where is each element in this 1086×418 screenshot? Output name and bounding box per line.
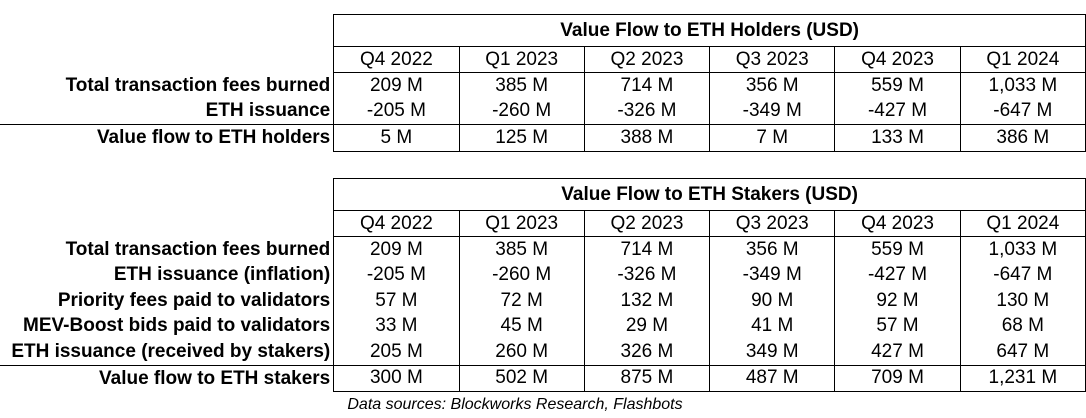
table-cell: 90 M bbox=[709, 288, 836, 314]
table-cell: 7 M bbox=[709, 124, 836, 152]
quarter-header: Q2 2023 bbox=[583, 46, 711, 73]
row-label: ETH issuance (inflation) bbox=[113, 264, 331, 286]
table-cell: 1,231 M bbox=[959, 364, 1086, 392]
table-cell: 647 M bbox=[959, 339, 1086, 365]
stakers-value-flow-table: Value Flow to ETH Stakers (USD) Q4 2022 … bbox=[0, 178, 1086, 392]
table-cell: 260 M bbox=[458, 339, 585, 365]
table-row: Total transaction fees burned 209 M 385 … bbox=[0, 236, 1086, 263]
table-cell: 349 M bbox=[709, 339, 836, 365]
table-cell: 72 M bbox=[458, 288, 585, 314]
table-cell: 559 M bbox=[834, 236, 961, 263]
table-cell: 559 M bbox=[834, 72, 961, 99]
quarter-header: Q2 2023 bbox=[583, 210, 711, 237]
table-cell: 326 M bbox=[583, 339, 711, 365]
table-cell: 1,033 M bbox=[959, 236, 1086, 263]
table-cell: -349 M bbox=[709, 98, 836, 125]
table-cell: 125 M bbox=[458, 124, 585, 152]
table-cell: 130 M bbox=[959, 288, 1086, 314]
table-row: ETH issuance (received by stakers) 205 M… bbox=[0, 339, 1086, 365]
holders-table-title: Value Flow to ETH Holders (USD) bbox=[333, 14, 1086, 47]
table-cell: 356 M bbox=[709, 236, 836, 263]
table-cell: 385 M bbox=[458, 236, 585, 263]
table-cell: -326 M bbox=[583, 262, 711, 288]
table-cell: -427 M bbox=[834, 262, 961, 288]
table-cell: 45 M bbox=[458, 313, 585, 339]
table-cell: 386 M bbox=[959, 124, 1086, 152]
table-cell: -326 M bbox=[583, 98, 711, 125]
table-cell: 68 M bbox=[959, 313, 1086, 339]
table-cell: 209 M bbox=[333, 72, 460, 99]
table-cell: 356 M bbox=[709, 72, 836, 99]
table-cell: 205 M bbox=[333, 339, 460, 365]
table-cell: 502 M bbox=[458, 364, 585, 392]
quarter-header: Q3 2023 bbox=[709, 210, 836, 237]
holders-value-flow-table: Value Flow to ETH Holders (USD) Q4 2022 … bbox=[0, 14, 1086, 152]
quarter-header: Q4 2023 bbox=[834, 210, 961, 237]
table-row: MEV-Boost bids paid to validators 33 M 4… bbox=[0, 313, 1086, 339]
table-cell: -260 M bbox=[458, 98, 585, 125]
row-label: Total transaction fees burned bbox=[65, 74, 331, 96]
quarter-header: Q1 2023 bbox=[458, 210, 585, 237]
total-row: Value flow to ETH holders 5 M 125 M 388 … bbox=[0, 124, 1086, 152]
total-label: Value flow to ETH stakers bbox=[0, 364, 334, 392]
row-label: ETH issuance (received by stakers) bbox=[11, 340, 331, 362]
table-cell: 92 M bbox=[834, 288, 961, 314]
table-cell: 709 M bbox=[834, 364, 961, 392]
quarter-header: Q1 2024 bbox=[959, 46, 1086, 73]
row-label: MEV-Boost bids paid to validators bbox=[23, 315, 331, 337]
quarter-header: Q4 2022 bbox=[333, 46, 460, 73]
table-row: ETH issuance -205 M -260 M -326 M -349 M… bbox=[0, 98, 1086, 125]
quarter-header: Q1 2023 bbox=[458, 46, 585, 73]
table-cell: 487 M bbox=[709, 364, 836, 392]
table-cell: 875 M bbox=[583, 364, 711, 392]
table-cell: 57 M bbox=[834, 313, 961, 339]
table-cell: 57 M bbox=[333, 288, 460, 314]
row-label: Priority fees paid to validators bbox=[57, 289, 331, 311]
table-cell: 33 M bbox=[333, 313, 460, 339]
table-cell: 385 M bbox=[458, 72, 585, 99]
table-cell: 5 M bbox=[333, 124, 460, 152]
table-cell: 714 M bbox=[583, 72, 711, 99]
quarter-header: Q1 2024 bbox=[959, 210, 1086, 237]
table-cell: 714 M bbox=[583, 236, 711, 263]
table-cell: -205 M bbox=[333, 262, 460, 288]
table-cell: 209 M bbox=[333, 236, 460, 263]
table-cell: 41 M bbox=[709, 313, 836, 339]
table-cell: -647 M bbox=[959, 262, 1086, 288]
data-source-note: Data sources: Blockworks Research, Flash… bbox=[347, 396, 683, 413]
stakers-table-title: Value Flow to ETH Stakers (USD) bbox=[333, 178, 1086, 211]
table-row: ETH issuance (inflation) -205 M -260 M -… bbox=[0, 262, 1086, 288]
quarter-header: Q4 2022 bbox=[333, 210, 460, 237]
total-label: Value flow to ETH holders bbox=[0, 124, 334, 151]
table-cell: -427 M bbox=[834, 98, 961, 125]
table-cell: 1,033 M bbox=[959, 72, 1086, 99]
table-cell: 29 M bbox=[583, 313, 711, 339]
row-label: Total transaction fees burned bbox=[65, 238, 331, 260]
table-cell: -205 M bbox=[333, 98, 460, 125]
row-label: ETH issuance bbox=[205, 100, 331, 122]
table-cell: -349 M bbox=[709, 262, 836, 288]
table-cell: 132 M bbox=[583, 288, 711, 314]
table-row: Priority fees paid to validators 57 M 72… bbox=[0, 288, 1086, 314]
total-row: Value flow to ETH stakers 300 M 502 M 87… bbox=[0, 364, 1086, 392]
table-cell: 300 M bbox=[333, 364, 460, 392]
quarter-header: Q3 2023 bbox=[709, 46, 836, 73]
table-cell: 427 M bbox=[834, 339, 961, 365]
table-cell: 133 M bbox=[834, 124, 961, 152]
table-cell: -647 M bbox=[959, 98, 1086, 125]
table-cell: -260 M bbox=[458, 262, 585, 288]
quarter-header: Q4 2023 bbox=[834, 46, 961, 73]
table-row: Total transaction fees burned 209 M 385 … bbox=[0, 72, 1086, 99]
table-cell: 388 M bbox=[583, 124, 711, 152]
